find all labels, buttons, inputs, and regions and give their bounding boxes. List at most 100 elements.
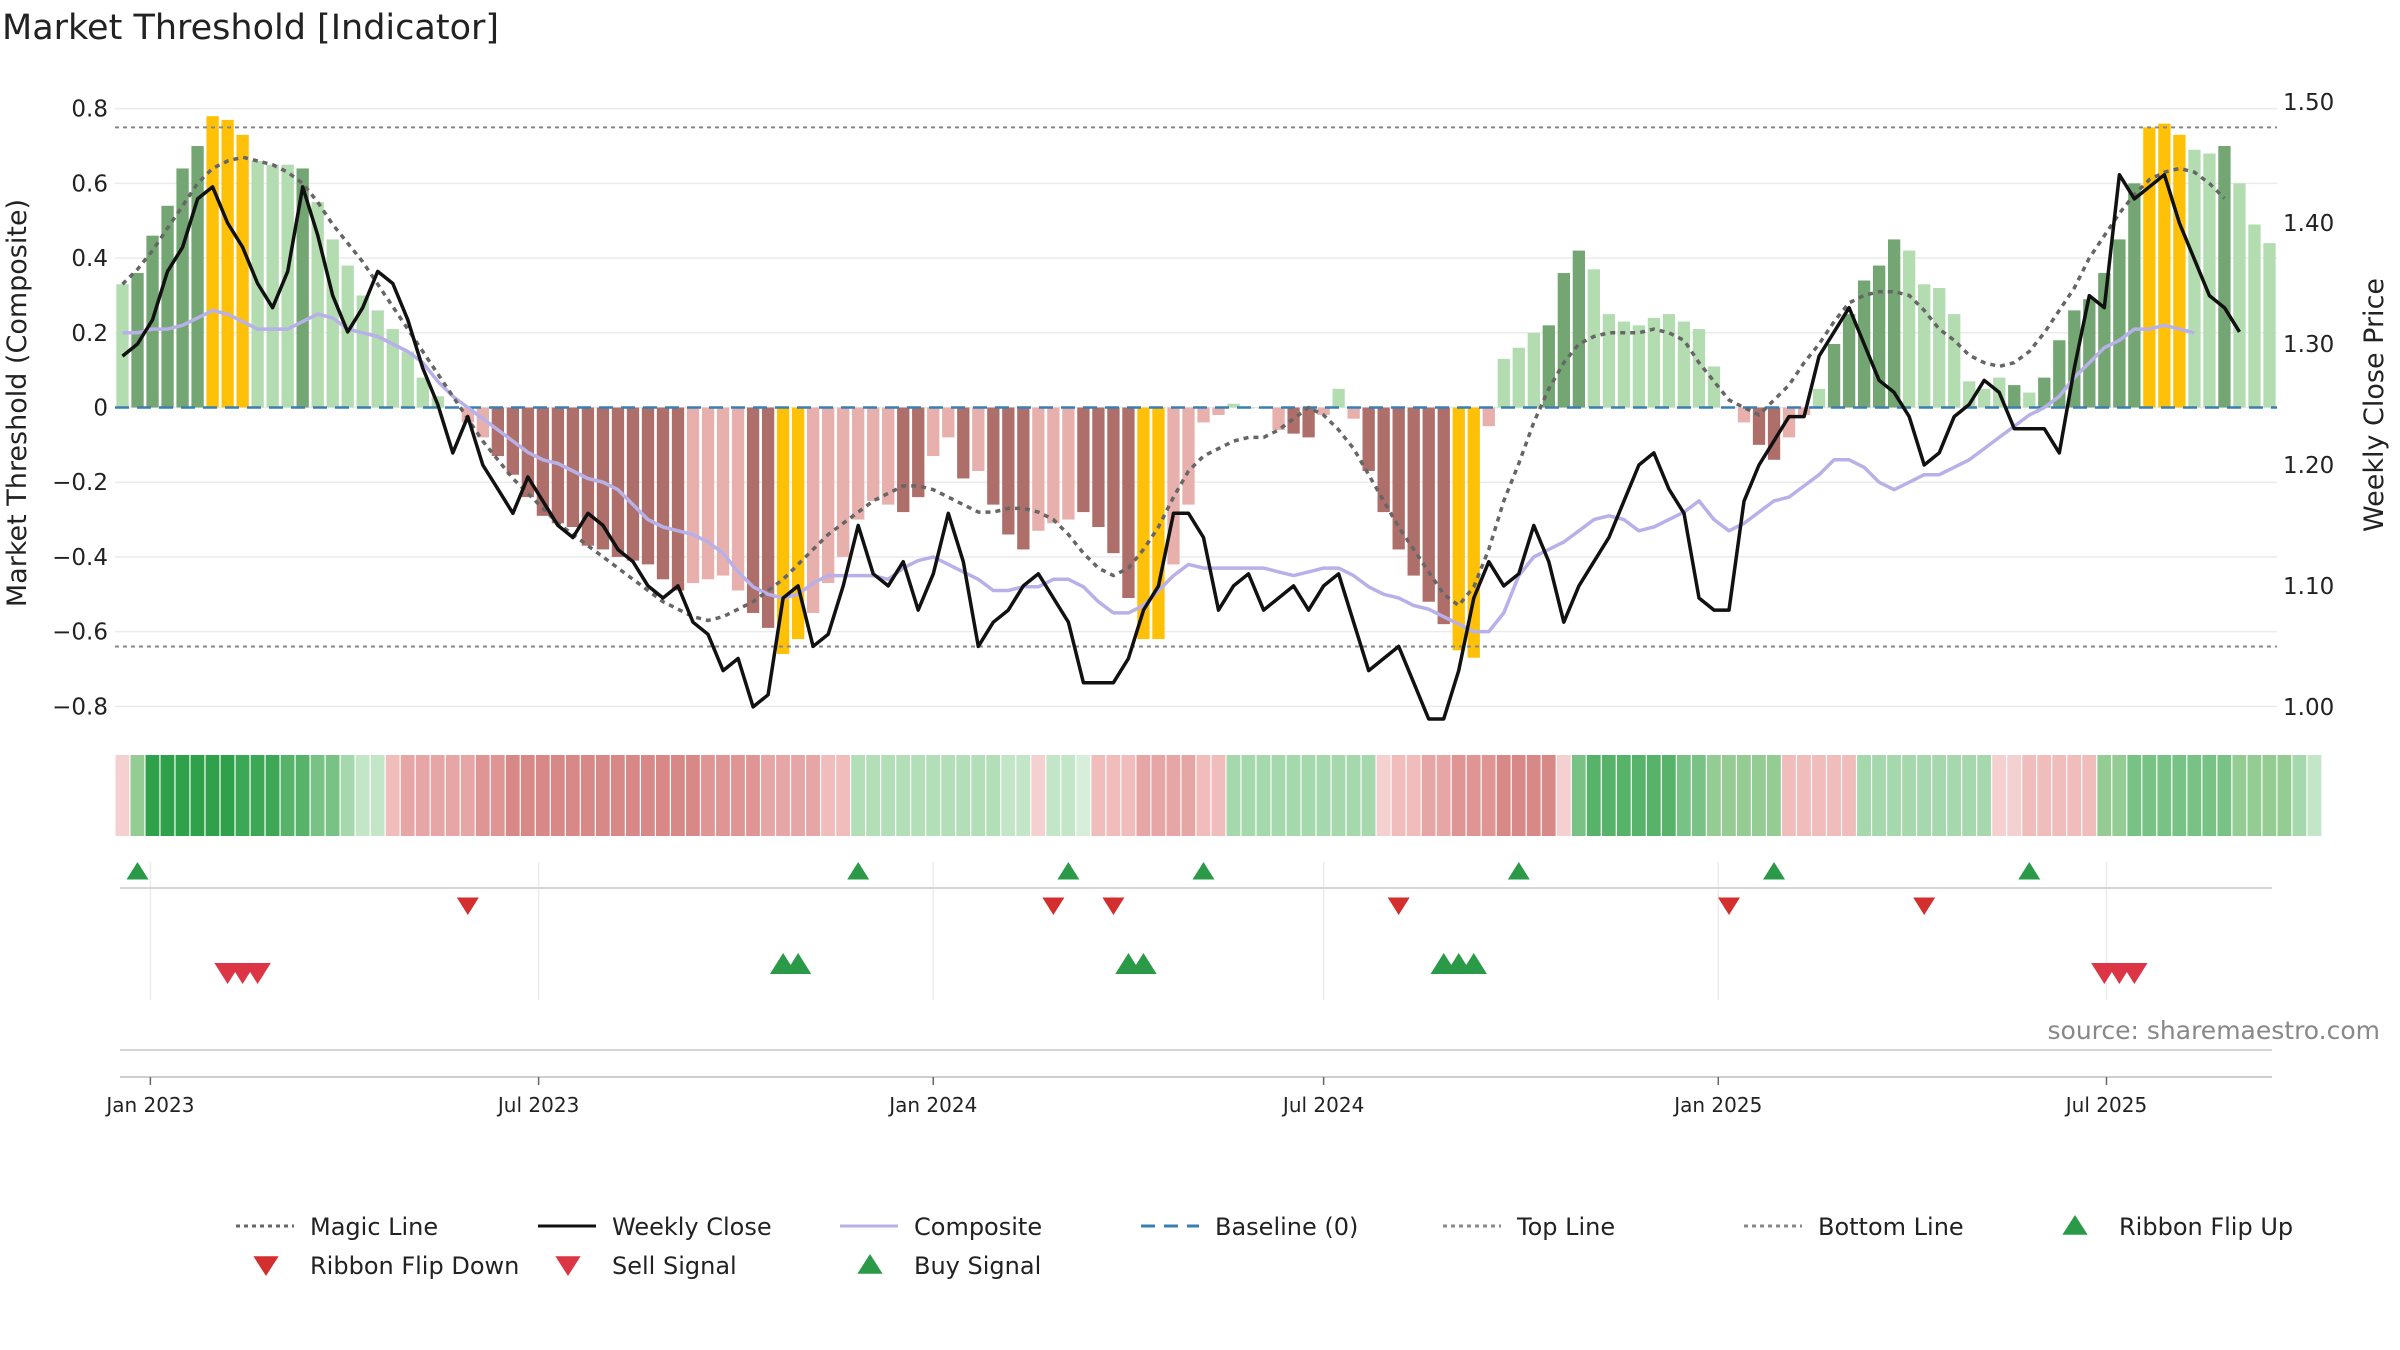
legend-item: Bottom Line: [1744, 1213, 1964, 1241]
composite-bar: [266, 164, 279, 408]
composite-bar: [1122, 407, 1135, 598]
composite-bar: [1422, 407, 1435, 602]
ribbon-cell: [806, 755, 820, 836]
composite-bar: [1017, 407, 1030, 550]
ribbon-flip-down-marker: [1102, 897, 1125, 915]
composite-bar: [1827, 344, 1841, 408]
composite-bar: [1347, 407, 1360, 419]
composite-bar: [1092, 407, 1105, 528]
composite-line: [122, 308, 2195, 634]
composite-bar: [927, 407, 940, 457]
ribbon-cell: [490, 755, 505, 836]
y-tick-label-left: 0.2: [71, 321, 108, 347]
ribbon-cell: [881, 755, 896, 836]
ribbon-cell: [385, 755, 400, 836]
ribbon-cell: [595, 755, 610, 836]
ribbon-flip-up-marker: [1192, 862, 1215, 880]
ribbon-cell: [1091, 755, 1106, 836]
ribbon-cell: [1767, 755, 1781, 836]
composite-bar: [281, 164, 294, 408]
legend-item: Sell Signal: [555, 1252, 737, 1280]
ribbon-cell: [2022, 755, 2037, 836]
buy-signal-marker: [1130, 953, 1157, 974]
y-tick-label-right: 1.20: [2283, 453, 2334, 479]
composite-bar: [1887, 239, 1901, 408]
composite-bar: [1317, 407, 1330, 415]
composite-bar: [987, 407, 1000, 505]
composite-bar: [1047, 407, 1060, 524]
composite-bar: [371, 310, 384, 408]
composite-bar: [566, 407, 580, 528]
composite-bar: [1812, 388, 1826, 408]
ribbon-cell: [2037, 755, 2052, 836]
ribbon-cell: [1676, 755, 1691, 836]
legend-item: Ribbon Flip Down: [253, 1252, 519, 1280]
ribbon-cell: [1962, 755, 1977, 836]
ribbon-cell: [1661, 755, 1676, 836]
composite-bar: [1647, 317, 1661, 408]
composite-bar: [2038, 377, 2051, 408]
y-tick-label-left: −0.4: [52, 545, 108, 571]
ribbon-flip-up-marker: [2018, 862, 2041, 880]
y-axis-ticks: 0.8 0.6 0.4 0.2 0 −0.2 −0.4 −0.6 −0.8 1.50 1.40 1.3…: [52, 90, 2334, 721]
composite-bar: [882, 407, 895, 505]
x-tick-label: Jan 2023: [104, 1093, 194, 1117]
ribbon-cell: [265, 755, 280, 836]
composite-bar: [1032, 407, 1045, 531]
composite-bar: [2248, 224, 2261, 408]
composite-bar: [942, 407, 955, 438]
legend-label: Sell Signal: [612, 1252, 737, 1280]
ribbon-cell: [941, 755, 956, 836]
ribbon-cell: [640, 755, 655, 836]
legend-marker: [2062, 1215, 2088, 1235]
sell-signal-marker: [244, 963, 271, 984]
composite-bar: [161, 205, 174, 408]
x-tick-label: Jul 2024: [1281, 1093, 1364, 1117]
composite-bar: [1933, 287, 1946, 408]
composite-bar: [176, 168, 189, 408]
composite-bar: [731, 407, 745, 591]
ribbon-cell: [656, 755, 670, 836]
ribbon-cell: [565, 755, 580, 836]
ribbon-cell: [1526, 755, 1541, 836]
ribbon-cell: [671, 755, 685, 836]
composite-bar: [1407, 407, 1420, 576]
composite-bar: [1617, 321, 1631, 408]
composite-bar: [2023, 392, 2036, 408]
composite-bar: [972, 407, 985, 471]
composite-bar: [296, 168, 309, 408]
legend-label: Magic Line: [310, 1213, 438, 1241]
ribbon-cell: [1947, 755, 1962, 836]
ribbon-cell: [1316, 755, 1331, 836]
ribbon-cell: [2247, 755, 2262, 836]
ribbon-cell: [1917, 755, 1931, 836]
composite-bar: [1512, 347, 1525, 408]
ribbon-cell: [1466, 755, 1481, 836]
composite-bar: [1692, 329, 1706, 408]
composite-bar: [1002, 407, 1015, 535]
x-tick-label: Jan 2025: [1672, 1093, 1762, 1117]
ribbon-cell: [2052, 755, 2067, 836]
ribbon-cell: [1271, 755, 1286, 836]
ribbon-cell: [971, 755, 986, 836]
ribbon-cell: [475, 755, 490, 836]
ribbon-cell: [896, 755, 911, 836]
ribbon-cell: [1076, 755, 1091, 836]
composite-bar: [116, 284, 129, 408]
ribbon-cell: [175, 755, 190, 836]
composite-bar: [1737, 407, 1751, 423]
ribbon-cell: [1301, 755, 1316, 836]
ribbon-cell: [1046, 755, 1061, 836]
composite-bar: [1062, 407, 1075, 520]
ribbon-cell: [250, 755, 265, 836]
ribbon-cell: [505, 755, 520, 836]
composite-bar: [746, 407, 760, 613]
legend-marker: [253, 1256, 279, 1276]
ribbon-flip-down-marker: [1717, 897, 1740, 915]
composite-bar: [2143, 127, 2156, 408]
ribbon-cell: [535, 755, 550, 836]
composite-bar: [2218, 146, 2231, 408]
composite-bar: [867, 407, 880, 501]
composite-bar: [1302, 407, 1315, 438]
legend-item: Ribbon Flip Up: [2062, 1213, 2293, 1241]
